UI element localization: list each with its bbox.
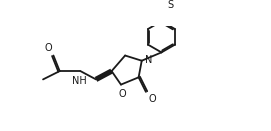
Text: S: S xyxy=(167,0,173,10)
Text: N: N xyxy=(145,55,152,65)
Text: O: O xyxy=(149,94,156,104)
Text: NH: NH xyxy=(72,76,87,86)
Text: O: O xyxy=(44,43,52,53)
Text: O: O xyxy=(119,89,127,99)
